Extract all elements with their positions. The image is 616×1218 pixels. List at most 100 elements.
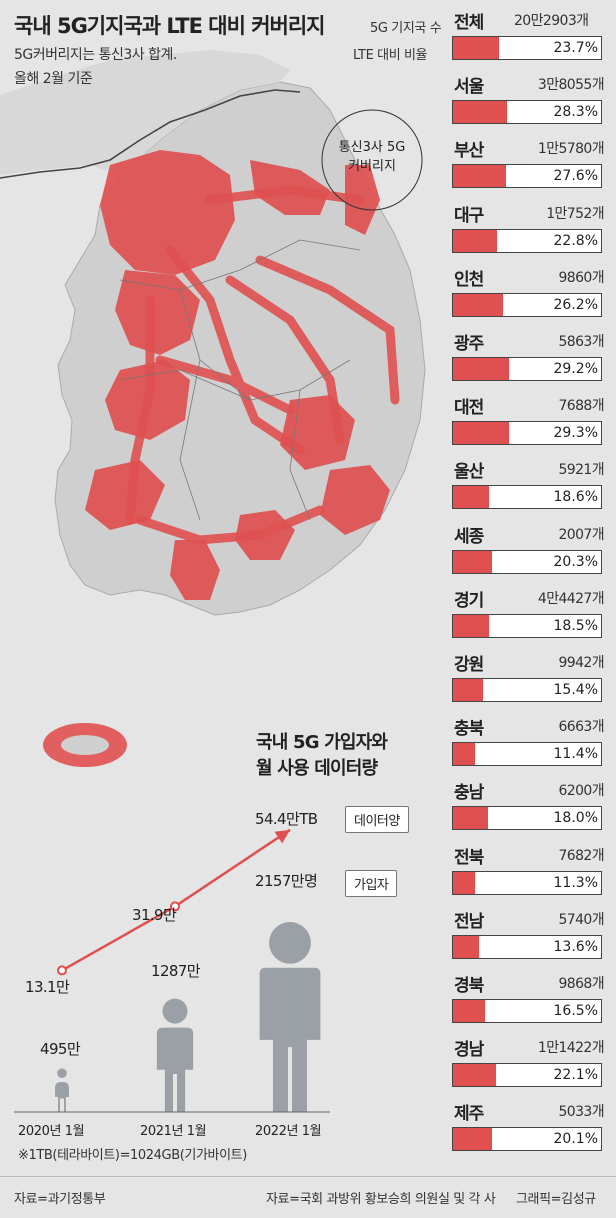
data-label-2: 54.4만TB [255, 810, 318, 828]
region-name: 대구 [454, 205, 484, 226]
data-label-1: 31.9만 [132, 906, 177, 924]
region-pct: 27.6% [553, 168, 598, 185]
region-count: 6200개 [558, 783, 604, 800]
region-bar-fill [453, 422, 510, 445]
region-pct: 23.7% [553, 40, 598, 56]
subscriber-label-0: 495만 [40, 1040, 81, 1058]
region-name: 전체 [454, 13, 484, 33]
region-name: 경남 [454, 1040, 484, 1061]
region-row: 경기 4만4427개 18.5% [452, 586, 605, 646]
x-label-0: 2020년 1월 [18, 1124, 85, 1139]
region-bar-fill [453, 679, 483, 701]
region-bar-fill [453, 101, 508, 124]
region-name: 전남 [454, 911, 484, 932]
region-bar-fill [453, 1128, 492, 1151]
region-pct: 28.3% [553, 104, 598, 121]
region-count: 9942개 [558, 655, 604, 671]
map-label-circle [321, 109, 423, 211]
subnote-1: 5G커버리지는 통신3사 합계. [14, 47, 177, 63]
region-bar: 18.6% [452, 485, 602, 510]
region-row: 경남 1만1422개 22.1% [452, 1035, 605, 1095]
data-label-0: 13.1만 [25, 978, 70, 996]
subscriber-figure [259, 922, 321, 1112]
map-label-line-2: 커버리지 [348, 159, 396, 174]
subscriber-figure [55, 1068, 69, 1112]
callout-subscribers: 가입자 [345, 870, 398, 897]
region-bar-fill [453, 165, 507, 188]
region-pct: 18.6% [553, 489, 598, 506]
subscriber-label-1: 1287만 [151, 962, 201, 980]
region-bar: 27.6% [452, 164, 602, 189]
region-name: 광주 [454, 334, 484, 354]
region-row: 전체 20만2903개 23.7% [452, 8, 604, 68]
region-name: 경북 [454, 976, 484, 996]
region-pct: 11.3% [553, 874, 598, 891]
region-count: 1만5780개 [537, 141, 605, 158]
region-count: 5740개 [558, 911, 604, 928]
region-row: 제주 5033개 20.1% [452, 1099, 605, 1159]
callout-data: 데이터양 [345, 806, 409, 833]
region-bar: 20.3% [452, 549, 602, 574]
region-bar: 28.3% [452, 100, 602, 125]
region-row: 충북 6663개 11.4% [452, 714, 605, 774]
region-count: 7688개 [558, 398, 604, 415]
line-chart-title-1: 국내 5G 가입자와 [256, 732, 388, 753]
region-bar: 13.6% [452, 934, 602, 959]
region-count: 20만2903개 [514, 13, 589, 29]
region-name: 부산 [454, 141, 484, 162]
region-pct: 22.1% [553, 1067, 598, 1084]
province-borders [119, 239, 361, 521]
region-row: 세종 2007개 20.3% [452, 522, 605, 582]
region-count: 2007개 [558, 526, 604, 543]
region-name: 서울 [454, 77, 484, 98]
region-count: 9860개 [558, 269, 604, 286]
source-right: 자료=국회 과방위 황보승희 의원실 및 각 사 [266, 1192, 496, 1207]
subnote-2: 올해 2월 기준 [14, 71, 93, 87]
region-name: 충남 [454, 783, 484, 804]
region-pct: 29.3% [553, 425, 598, 442]
region-name: 제주 [454, 1104, 484, 1125]
region-pct: 11.4% [553, 746, 598, 763]
region-name: 경기 [454, 590, 484, 611]
region-pct: 16.5% [553, 1003, 598, 1019]
region-bar: 22.8% [452, 228, 602, 253]
x-label-2: 2022년 1월 [255, 1124, 322, 1139]
region-bar-fill [453, 1064, 496, 1087]
region-bar-fill [453, 871, 475, 894]
region-bar: 26.2% [452, 292, 602, 317]
divider [0, 1176, 616, 1177]
region-pct: 15.4% [553, 682, 598, 698]
region-bar-fill [453, 358, 510, 380]
region-bar: 15.4% [452, 678, 602, 702]
subscriber-label-2: 2157만명 [255, 872, 318, 890]
x-label-1: 2021년 1월 [140, 1124, 207, 1139]
region-pct: 18.5% [553, 617, 598, 634]
region-bar-fill [453, 229, 497, 252]
region-bar-fill [453, 614, 489, 637]
region-pct: 20.1% [553, 1131, 598, 1148]
region-count: 5033개 [558, 1104, 604, 1121]
region-bar-fill [453, 807, 488, 830]
region-pct: 13.6% [553, 938, 598, 955]
region-bar-fill [453, 37, 499, 59]
region-bar: 29.2% [452, 357, 602, 381]
credit: 그래픽=김성규 [516, 1192, 596, 1207]
legend-ratio-label: LTE 대비 비율 [353, 48, 428, 63]
region-row: 전북 7682개 11.3% [452, 843, 605, 903]
region-count: 5863개 [558, 334, 604, 350]
region-count: 9868개 [558, 976, 604, 992]
source-left: 자료=과기정통부 [14, 1192, 106, 1207]
region-count: 3만8055개 [537, 77, 605, 94]
region-pct: 26.2% [553, 296, 598, 313]
region-row: 부산 1만5780개 27.6% [452, 136, 605, 196]
region-bar-fill [453, 935, 480, 958]
region-name: 대전 [454, 398, 484, 419]
region-name: 전북 [454, 847, 484, 868]
region-name: 울산 [454, 462, 484, 483]
region-name: 충북 [454, 719, 484, 740]
region-bar-fill [453, 486, 489, 509]
region-bar-fill [453, 1000, 485, 1022]
region-bar: 29.3% [452, 421, 602, 446]
region-pct: 18.0% [553, 810, 598, 827]
map-label-line-1: 통신3사 5G [338, 140, 406, 155]
